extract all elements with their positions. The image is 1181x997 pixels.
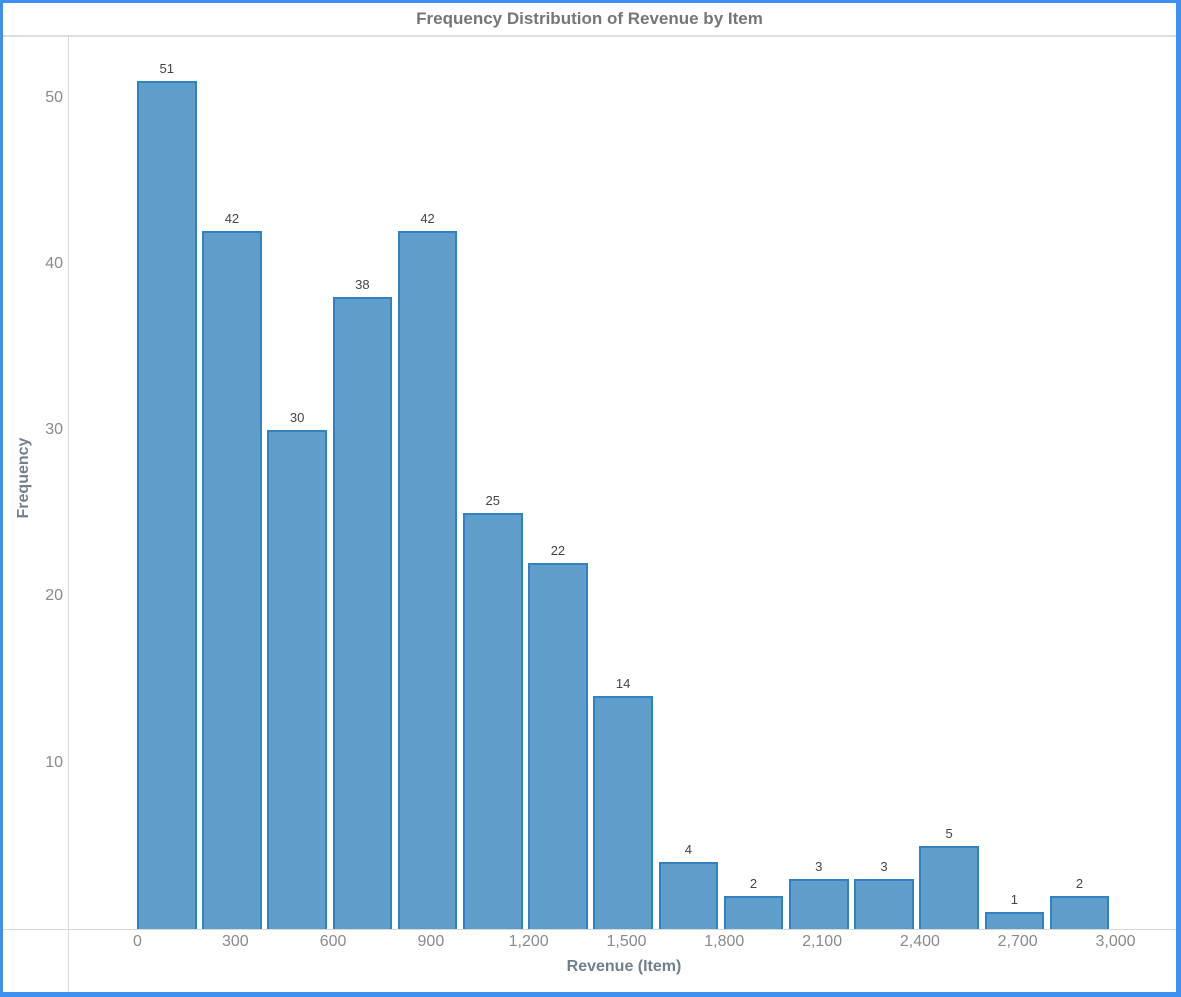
- x-axis-tick-label: 2,100: [802, 933, 843, 950]
- histogram-bar[interactable]: [723, 895, 784, 929]
- bar-value-label: 25: [485, 493, 500, 509]
- bar-value-label: 5: [945, 825, 953, 841]
- x-axis-tick-label: 2,400: [899, 933, 940, 950]
- x-axis-tick-label: 1,200: [508, 933, 549, 950]
- x-axis-tick-label: 0: [133, 933, 142, 950]
- histogram-bar[interactable]: [332, 297, 393, 929]
- histogram-bar[interactable]: [593, 696, 653, 929]
- histogram-bar[interactable]: [919, 845, 979, 929]
- x-axis-tick-label: 1,500: [606, 933, 647, 950]
- y-axis-tick-label: 10: [45, 753, 63, 771]
- histogram-bar[interactable]: [658, 862, 719, 929]
- bar-value-label: 22: [550, 543, 566, 559]
- bar-value-label: 30: [289, 410, 305, 426]
- x-axis-title: Revenue (Item): [566, 958, 682, 975]
- y-axis-line: [68, 37, 69, 992]
- y-axis-tick-label: 30: [45, 421, 63, 439]
- histogram-bar[interactable]: [1049, 895, 1110, 929]
- x-axis-tick-label: 1,800: [704, 933, 745, 950]
- bar-value-label: 42: [224, 210, 240, 226]
- histogram-bar[interactable]: [267, 430, 327, 929]
- x-axis-line: [3, 929, 1176, 930]
- bar-value-label: 38: [355, 277, 370, 293]
- histogram-bar[interactable]: [854, 879, 914, 929]
- chart-title-bar: Frequency Distribution of Revenue by Ite…: [3, 3, 1176, 37]
- bar-value-label: 42: [420, 210, 435, 226]
- x-axis-tick-label: 600: [319, 933, 347, 950]
- histogram-bar[interactable]: [202, 230, 262, 929]
- y-axis-tick-label: 50: [45, 88, 63, 106]
- histogram-bar[interactable]: [528, 563, 588, 929]
- y-axis-tick-label: 20: [45, 587, 63, 605]
- bar-value-label: 51: [159, 60, 174, 76]
- plot-area: Frequency Revenue (Item) 51 42 30 38 42 25 22 1…: [3, 37, 1176, 992]
- histogram-bar[interactable]: [789, 879, 849, 929]
- bar-value-label: 3: [880, 859, 888, 875]
- bar-value-label: 2: [749, 875, 758, 891]
- x-axis-tick-label: 900: [417, 933, 445, 950]
- histogram-bar[interactable]: [137, 80, 197, 929]
- histogram-bar[interactable]: [463, 513, 523, 929]
- y-axis-tick-label: 40: [45, 254, 63, 272]
- x-axis-tick-label: 2,700: [997, 933, 1038, 950]
- bar-value-label: 14: [615, 676, 631, 692]
- bar-value-label: 3: [815, 859, 823, 875]
- histogram-bar[interactable]: [397, 230, 458, 929]
- chart-title: Frequency Distribution of Revenue by Ite…: [416, 9, 763, 28]
- x-axis-tick-label: 300: [221, 933, 249, 950]
- bar-value-label: 2: [1075, 875, 1084, 891]
- x-axis-tick-label: 3,000: [1095, 933, 1136, 950]
- bar-value-label: 4: [684, 842, 692, 858]
- bar-value-label: 1: [1010, 892, 1018, 908]
- histogram-bar[interactable]: [984, 912, 1045, 929]
